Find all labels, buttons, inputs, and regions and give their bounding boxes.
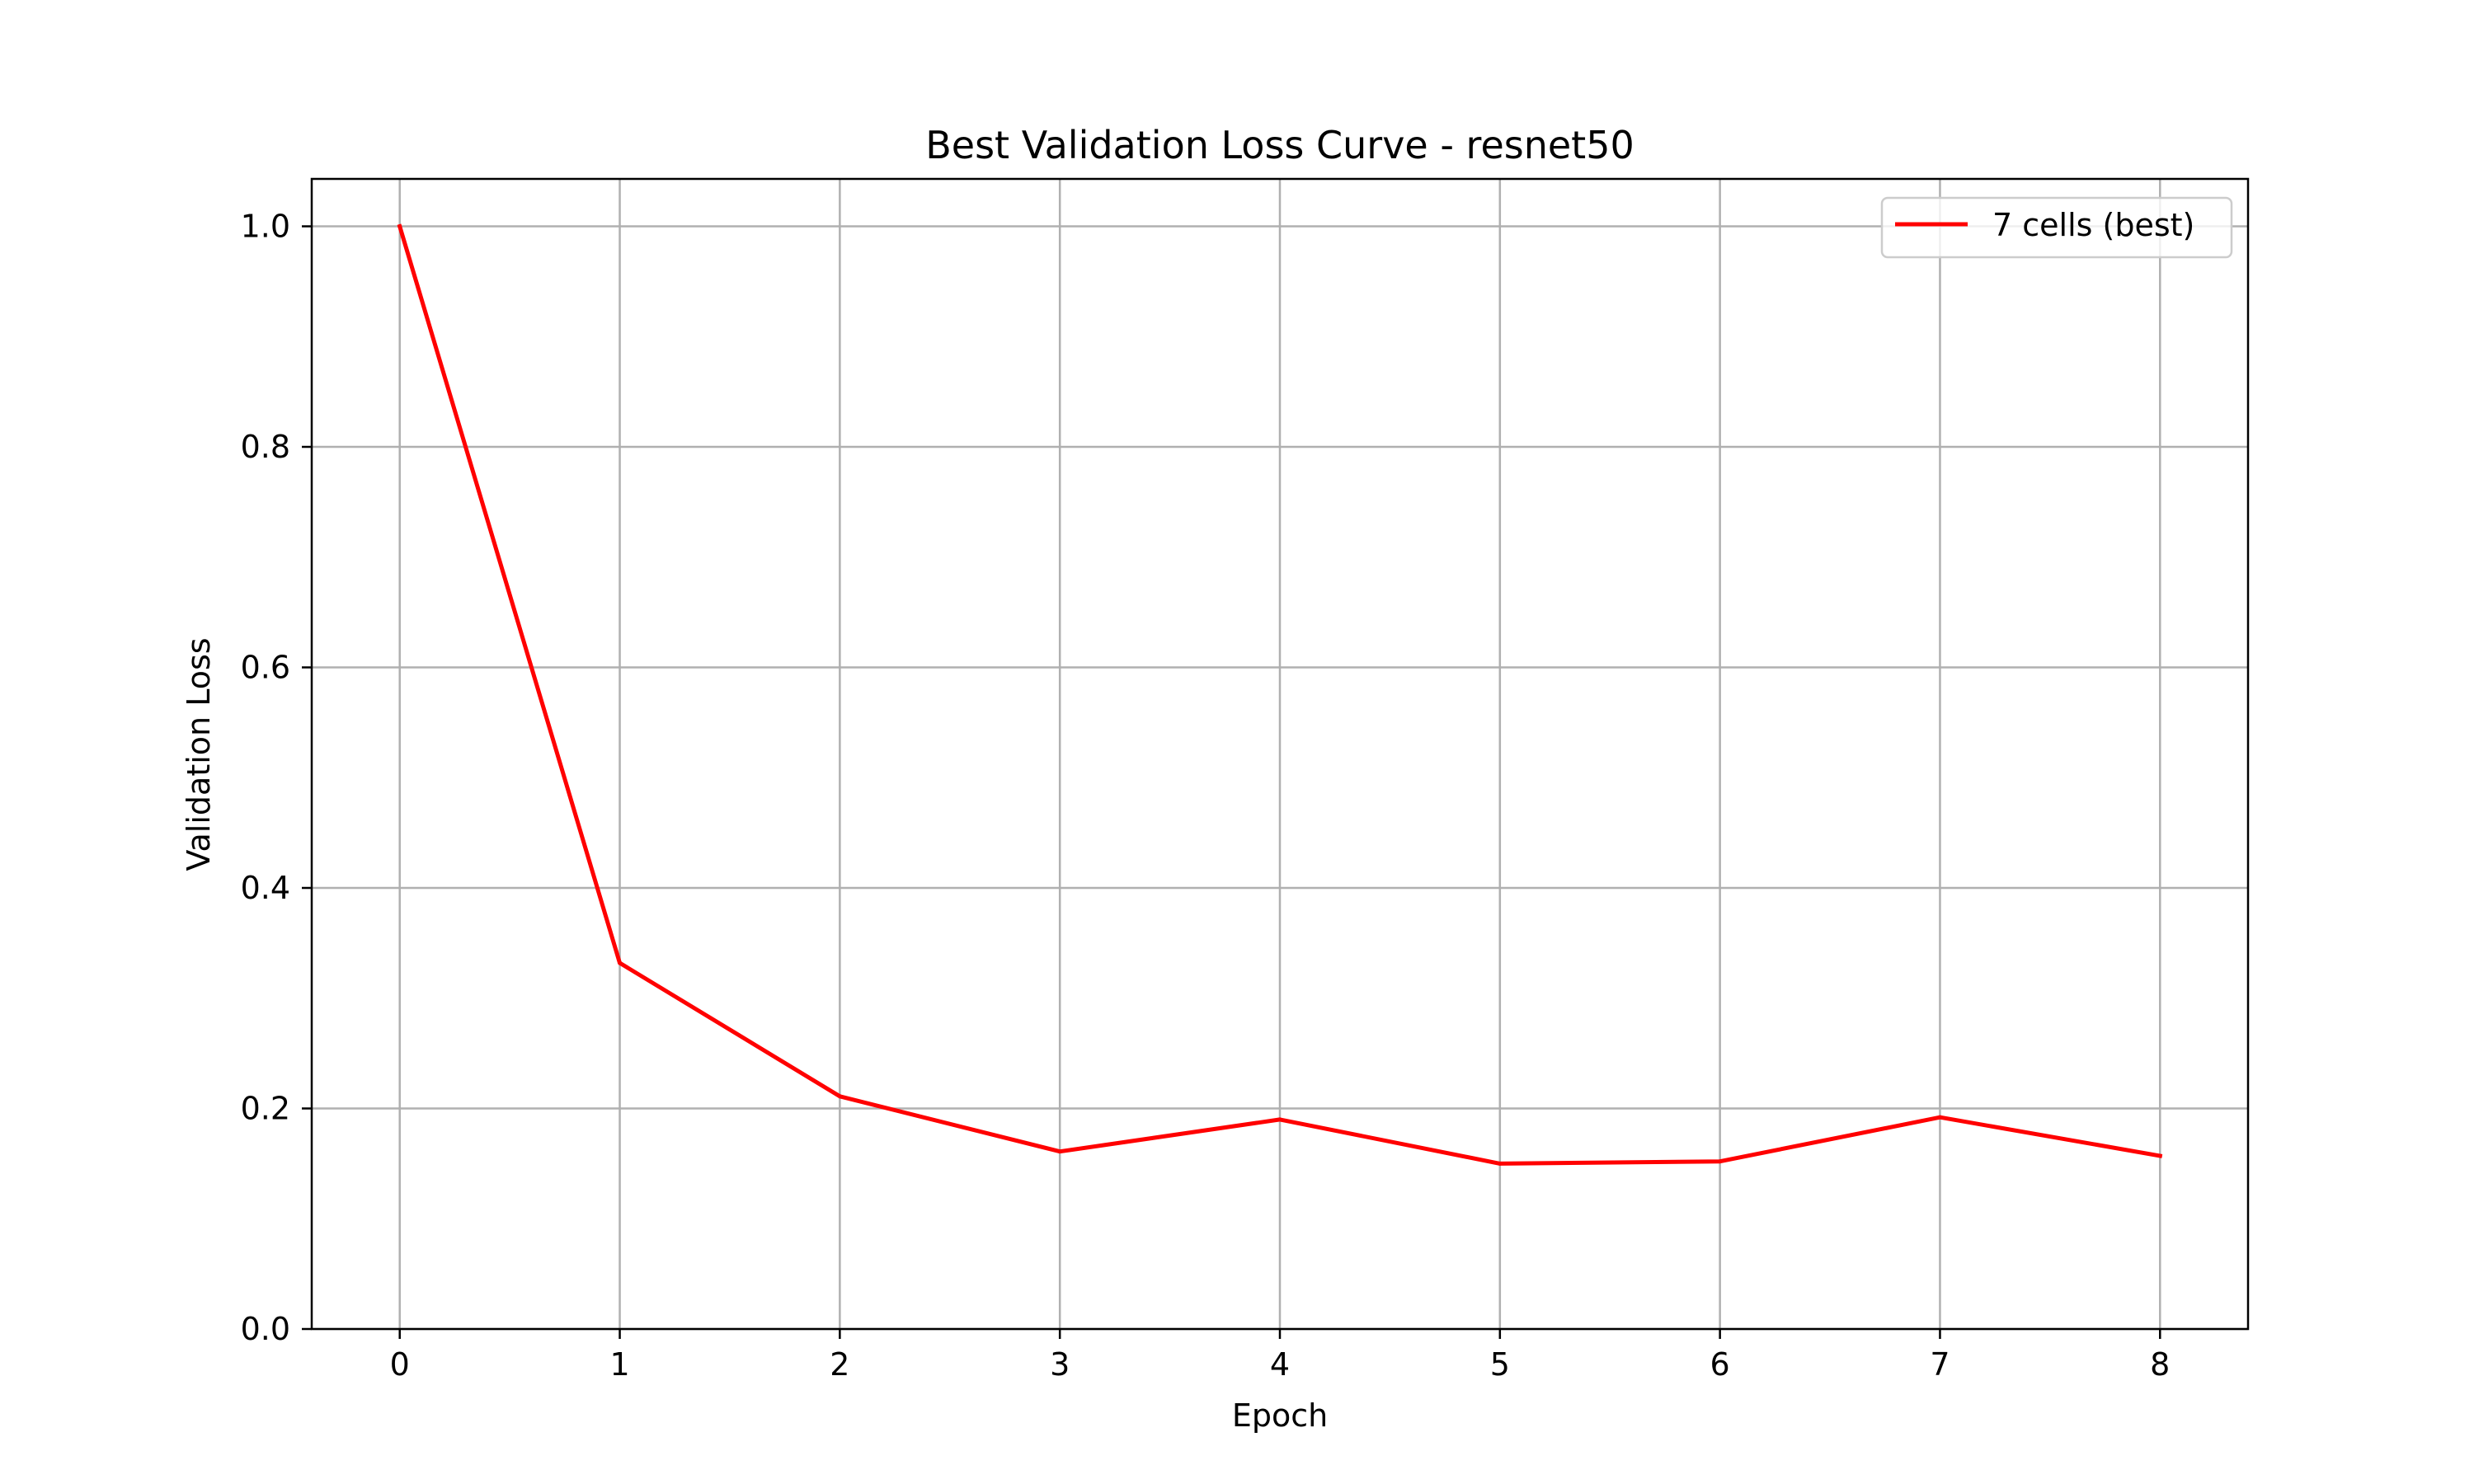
series-layer	[397, 223, 2163, 1166]
x-axis-label: Epoch	[1232, 1397, 1328, 1434]
y-tick-label: 0.8	[241, 429, 290, 465]
x-tick-label: 3	[1050, 1346, 1070, 1383]
data-point	[1057, 1149, 1062, 1154]
x-tick-label: 2	[830, 1346, 849, 1383]
x-tick-label: 6	[1710, 1346, 1730, 1383]
x-tick-label: 5	[1490, 1346, 1510, 1383]
y-tick-label: 0.4	[241, 870, 290, 906]
y-tick-label: 1.0	[241, 209, 290, 245]
data-point	[837, 1094, 842, 1099]
y-axis-label: Validation Loss	[181, 637, 217, 871]
data-point	[1937, 1115, 1942, 1120]
data-point	[1277, 1117, 1282, 1122]
data-point	[397, 224, 402, 229]
y-tick-label: 0.0	[241, 1311, 290, 1347]
x-tick-label: 8	[2150, 1346, 2170, 1383]
y-tick-label: 0.6	[241, 650, 290, 686]
data-point	[2157, 1153, 2162, 1158]
data-point	[1498, 1161, 1503, 1166]
x-tick-label: 7	[1930, 1346, 1950, 1383]
data-point	[1718, 1159, 1723, 1164]
chart-title: Best Validation Loss Curve - resnet50	[925, 123, 1634, 167]
x-tick-label: 1	[609, 1346, 629, 1383]
x-tick-label: 4	[1270, 1346, 1290, 1383]
y-axis-ticks: 0.0 0.2 0.4 0.6 0.8 1.0	[241, 209, 312, 1347]
legend-label: 7 cells (best)	[1992, 207, 2194, 243]
legend-box	[1880, 196, 2233, 259]
x-tick-label: 0	[390, 1346, 410, 1383]
legend: 7 cells (best)	[1880, 196, 2233, 259]
x-axis-ticks: 0 1 2 3 4 5 6 7 8	[390, 1329, 2170, 1383]
y-tick-label: 0.2	[241, 1091, 290, 1127]
data-point	[618, 960, 623, 965]
